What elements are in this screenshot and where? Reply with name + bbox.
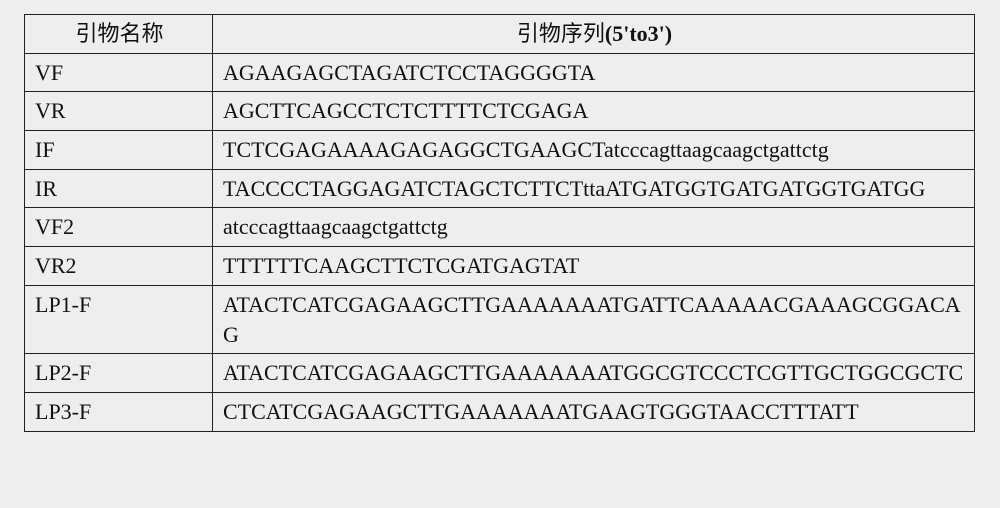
- cell-primer-seq: AGCTTCAGCCTCTCTTTTCTCGAGA: [213, 92, 975, 131]
- table-row: VR AGCTTCAGCCTCTCTTTTCTCGAGA: [25, 92, 975, 131]
- col-header-seq: 引物序列(5'to3'): [213, 15, 975, 54]
- table-row: LP1-F ATACTCATCGAGAAGCTTGAAAAAAATGATTCAA…: [25, 285, 975, 353]
- col-header-seq-prefix: 引物序列: [517, 21, 605, 46]
- cell-primer-seq: atcccagttaagcaagctgattctg: [213, 208, 975, 247]
- cell-primer-seq: AGAAGAGCTAGATCTCCTAGGGGTA: [213, 53, 975, 92]
- cell-primer-seq: TCTCGAGAAAAGAGAGGCTGAAGCTatcccagttaagcaa…: [213, 131, 975, 170]
- table-row: VR2 TTTTTTCAAGCTTCTCGATGAGTAT: [25, 247, 975, 286]
- col-header-seq-suffix: (5'to3'): [605, 21, 672, 46]
- cell-primer-name: VR: [25, 92, 213, 131]
- table-row: IR TACCCCTAGGAGATCTAGCTCTTCTttaATGATGGTG…: [25, 169, 975, 208]
- cell-primer-name: VF: [25, 53, 213, 92]
- table-row: LP2-F ATACTCATCGAGAAGCTTGAAAAAAATGGCGTCC…: [25, 354, 975, 393]
- cell-primer-seq: TACCCCTAGGAGATCTAGCTCTTCTttaATGATGGTGATG…: [213, 169, 975, 208]
- cell-primer-seq: TTTTTTCAAGCTTCTCGATGAGTAT: [213, 247, 975, 286]
- table-row: VF2 atcccagttaagcaagctgattctg: [25, 208, 975, 247]
- primer-table: 引物名称 引物序列(5'to3') VF AGAAGAGCTAGATCTCCTA…: [24, 14, 975, 432]
- cell-primer-name: VR2: [25, 247, 213, 286]
- cell-primer-name: VF2: [25, 208, 213, 247]
- table-row: IF TCTCGAGAAAAGAGAGGCTGAAGCTatcccagttaag…: [25, 131, 975, 170]
- cell-primer-seq: ATACTCATCGAGAAGCTTGAAAAAAATGATTCAAAAACGA…: [213, 285, 975, 353]
- cell-primer-seq: ATACTCATCGAGAAGCTTGAAAAAAATGGCGTCCCTCGTT…: [213, 354, 975, 393]
- table-row: VF AGAAGAGCTAGATCTCCTAGGGGTA: [25, 53, 975, 92]
- table-row: LP3-F CTCATCGAGAAGCTTGAAAAAAATGAAGTGGGTA…: [25, 392, 975, 431]
- table-header-row: 引物名称 引物序列(5'to3'): [25, 15, 975, 54]
- cell-primer-name: IF: [25, 131, 213, 170]
- cell-primer-seq: CTCATCGAGAAGCTTGAAAAAAATGAAGTGGGTAACCTTT…: [213, 392, 975, 431]
- col-header-name-text: 引物名称: [75, 21, 163, 46]
- col-header-name: 引物名称: [25, 15, 213, 54]
- cell-primer-name: IR: [25, 169, 213, 208]
- cell-primer-name: LP1-F: [25, 285, 213, 353]
- cell-primer-name: LP3-F: [25, 392, 213, 431]
- page: 引物名称 引物序列(5'to3') VF AGAAGAGCTAGATCTCCTA…: [0, 0, 1000, 508]
- cell-primer-name: LP2-F: [25, 354, 213, 393]
